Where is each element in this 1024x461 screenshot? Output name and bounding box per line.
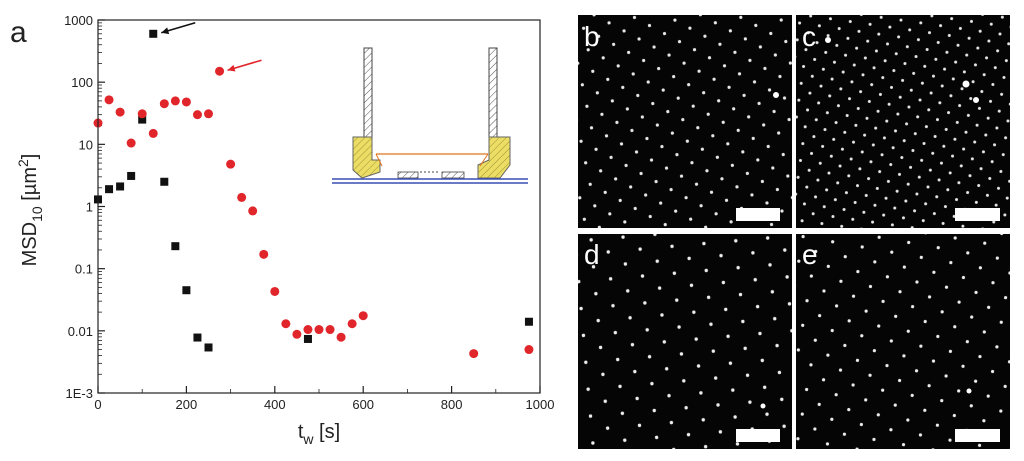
y-axis-label-sub: 10 [29,206,45,222]
annotation-arrow-head [227,64,236,72]
y-tick-label: 10 [79,137,93,152]
data-point-square [105,185,114,194]
x-tick-label: 200 [176,397,198,412]
data-point-circle [347,319,357,329]
data-point-circle [170,96,180,106]
data-point-square [524,317,533,326]
data-point-circle [259,249,269,259]
data-point-circle [192,110,202,120]
y-tick-label: 0.1 [75,262,93,277]
annotation-arrow-head [161,27,170,35]
data-point-square [303,334,312,343]
data-point-circle [303,325,313,335]
chart-marks [93,29,534,359]
y-axis-label-close: ] [19,154,41,160]
micrograph-label-b: b [584,21,600,52]
data-point-circle [104,95,114,105]
data-point-square [160,177,169,186]
data-point-square [193,333,202,342]
data-point-square [149,29,158,38]
micrograph-label-e: e [802,239,818,270]
data-point-circle [270,286,280,296]
data-point-circle [159,99,169,109]
inset-spacer-right [441,171,465,179]
data-point-circle [126,138,136,148]
data-point-circle [137,109,147,119]
data-point-square [182,286,191,295]
inset-liquid-left [375,153,383,167]
micrograph-b: b [578,15,792,228]
y-tick-label: 1E-3 [66,386,93,401]
data-point-circle [204,109,213,119]
y-axis-label-sup: 2 [15,159,31,167]
y-axis-label-unit: [µm [19,167,41,206]
data-point-circle [358,311,368,321]
data-point-square [171,242,180,251]
data-point-circle [325,325,335,335]
x-tick-label: 800 [441,397,463,412]
data-point-square [138,115,147,124]
data-point-circle [292,329,302,339]
x-tick-label: 600 [352,397,374,412]
data-point-square [116,182,125,191]
x-axis-label-unit: [s] [314,421,341,443]
scale-bar [955,208,1000,221]
x-axis-label-sub: w [302,431,314,447]
x-tick-label: 0 [94,397,101,412]
inset-spacer-left [397,171,419,179]
y-tick-label: 1 [86,200,93,215]
data-point-circle [226,159,236,169]
data-point-circle [115,107,125,117]
data-point-circle [314,325,324,335]
scale-bar [955,429,1000,442]
x-ticks: 0 200 400 600 800 1000 [94,386,554,412]
inset-left-holder [352,136,381,179]
y-tick-label: 0.01 [68,324,93,339]
plot-frame [97,19,541,394]
sample-cell-inset [332,47,528,184]
y-ticks: 1E-3 0.01 0.1 1 10 100 1000 [64,13,105,401]
y-tick-label: 100 [71,75,93,90]
x-axis-label-main: t [298,421,304,443]
micrograph-e: e [796,234,1010,449]
y-tick-label: 1000 [64,13,93,28]
scale-bar [736,208,780,221]
y-axis-label-main: MSD [19,222,41,266]
data-point-circle [215,66,225,76]
data-point-circle [281,319,291,329]
data-point-circle [237,192,247,202]
inset-right-holder [477,136,511,179]
inset-liquid-right [479,153,489,167]
data-point-circle [248,206,258,216]
y-axis-label: MSD10 [µm2] [15,154,45,267]
data-point-circle [336,332,346,342]
data-point-circle [148,128,158,138]
micrograph-label-d: d [584,239,600,270]
micrograph-d: d [578,234,792,449]
micrograph-label-c: c [802,21,816,52]
data-point-square [204,343,213,352]
scale-bar [736,429,780,442]
data-point-circle [469,349,479,359]
data-point-circle [524,345,534,355]
chart-arrows [161,22,262,72]
panel-a-label: a [10,16,27,49]
micrograph-c: c [796,15,1010,228]
x-axis-label: tw [s] [298,421,340,447]
data-point-circle [181,97,191,107]
x-tick-label: 1000 [526,397,555,412]
x-tick-label: 400 [264,397,286,412]
data-point-square [127,171,136,180]
msd-chart: 1E-3 0.01 0.1 1 10 100 1000 0 200 400 600 800 1000 [64,13,554,412]
